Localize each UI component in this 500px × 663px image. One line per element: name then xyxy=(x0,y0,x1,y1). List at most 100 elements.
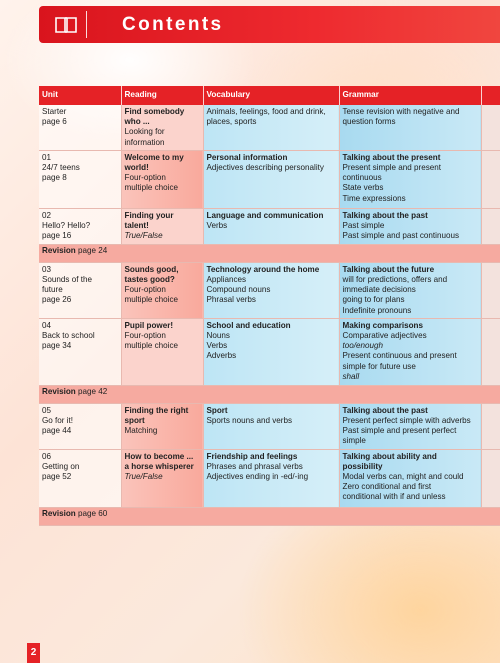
grammar-item: immediate decisions xyxy=(342,285,416,295)
grammar-heading: Talking about the future xyxy=(342,264,435,274)
page-number: 2 xyxy=(27,643,40,663)
grammar-cell: Talking about ability and possibility Mo… xyxy=(339,449,482,508)
reading-title: talent! xyxy=(124,221,149,231)
page-title: Contents xyxy=(122,14,224,35)
grammar-cell: Talking about the future will for predic… xyxy=(339,262,482,319)
reading-task: Matching xyxy=(124,426,158,436)
unit-page: page 44 xyxy=(42,426,72,436)
vocab-item: Adjectives describing personality xyxy=(206,163,324,173)
unit-number: 05 xyxy=(42,405,52,415)
unit-number: 02 xyxy=(42,210,52,220)
revision-row: Revision page 24 xyxy=(39,244,500,263)
table-row: 06 Getting on page 52 How to become ... … xyxy=(39,449,500,508)
reading-title: tastes good? xyxy=(124,275,175,285)
reading-cell: How to become ... a horse whisperer True… xyxy=(121,449,204,508)
grammar-item: question forms xyxy=(342,117,396,127)
grammar-heading: Talking about ability and xyxy=(342,451,437,461)
reading-title: Pupil power! xyxy=(124,320,174,330)
vocab-item: Animals, feelings, food and drink, xyxy=(206,107,326,116)
reading-title: How to become ... xyxy=(124,451,194,461)
unit-page: page 8 xyxy=(42,173,67,183)
grammar-heading: Talking about the past xyxy=(342,210,428,220)
grammar-heading: Talking about the present xyxy=(342,152,441,162)
grammar-item: State verbs xyxy=(342,183,384,193)
unit-cell: 03 Sounds of the future page 26 xyxy=(39,262,122,319)
revision-label: Revision xyxy=(42,245,76,255)
reading-cell: Finding the right sport Matching xyxy=(121,403,204,450)
revision-page: page 60 xyxy=(78,508,108,518)
grammar-heading: possibility xyxy=(342,461,383,471)
vocab-item: Verbs xyxy=(206,341,228,351)
grammar-item: conditional with if and unless xyxy=(342,492,446,502)
reading-title: world! xyxy=(124,163,149,173)
reading-task: True/False xyxy=(124,231,163,241)
grammar-item: Modal verbs can, might and could xyxy=(342,472,464,482)
vocabulary-cell: Technology around the home Appliances Co… xyxy=(203,262,340,319)
column-header-unit: Unit xyxy=(39,86,122,105)
column-header-reading: Reading xyxy=(121,86,204,105)
grammar-item: shall xyxy=(342,371,360,381)
vocab-item: Adverbs xyxy=(206,351,237,361)
column-header-vocabulary: Vocabulary xyxy=(203,86,340,105)
vocab-item: Nouns xyxy=(206,331,230,341)
grammar-cell: Making comparisons Comparative adjective… xyxy=(339,318,482,386)
book-icon-box xyxy=(48,11,87,38)
vocab-heading: Technology around the home xyxy=(206,264,320,274)
vocab-item: Appliances xyxy=(206,275,247,285)
vocab-heading: Friendship and feelings xyxy=(206,451,298,461)
reading-cell: Sounds good, tastes good? Four-option mu… xyxy=(121,262,204,319)
grammar-cell: Talking about the past Present perfect s… xyxy=(339,403,482,450)
grammar-item: Comparative adjectives xyxy=(342,331,427,341)
unit-cell: 01 24/7 teens page 8 xyxy=(39,150,122,209)
revision-row: Revision page 42 xyxy=(39,385,500,404)
unit-title: Hello? Hello? xyxy=(42,221,91,231)
unit-title: future xyxy=(42,285,63,295)
unit-title: Back to school xyxy=(42,331,95,341)
column-header-grammar: Grammar xyxy=(339,86,482,105)
vocabulary-cell: Language and communication Verbs xyxy=(203,208,340,245)
reading-title: Welcome to my xyxy=(124,152,184,162)
vocab-heading: Personal information xyxy=(206,152,288,162)
revision-label: Revision xyxy=(42,508,76,518)
reading-title: Sounds good, xyxy=(124,264,179,274)
reading-task: Looking for xyxy=(124,127,165,137)
reading-task: Four-option xyxy=(124,331,166,341)
grammar-item: Past simple xyxy=(342,221,385,231)
reading-title: Finding the right xyxy=(124,405,189,415)
grammar-cell: Tense revision with negative and questio… xyxy=(339,105,482,151)
reading-cell: Finding your talent! True/False xyxy=(121,208,204,245)
table-row: 04 Back to school page 34 Pupil power! F… xyxy=(39,318,500,386)
vocabulary-cell: Personal information Adjectives describi… xyxy=(203,150,340,209)
grammar-item: will for predictions, offers and xyxy=(342,275,448,285)
revision-row: Revision page 60 xyxy=(39,507,500,526)
grammar-item: too/enough xyxy=(342,341,384,351)
revision-page: page 24 xyxy=(78,245,108,255)
reading-cell: Welcome to my world! Four-option multipl… xyxy=(121,150,204,209)
grammar-item: going to for plans xyxy=(342,295,405,305)
unit-page: page 26 xyxy=(42,295,72,305)
reading-title: sport xyxy=(124,416,145,426)
vocabulary-cell: Sport Sports nouns and verbs xyxy=(203,403,340,450)
reading-title: Finding your xyxy=(124,210,174,220)
unit-title: Sounds of the xyxy=(42,275,92,285)
unit-number: 04 xyxy=(42,320,52,330)
grammar-heading: Talking about the past xyxy=(342,405,428,415)
reading-task: information xyxy=(124,137,165,147)
vocab-item: Phrases and phrasal verbs xyxy=(206,461,303,471)
grammar-cell: Talking about the past Past simple Past … xyxy=(339,208,482,245)
unit-cell: 06 Getting on page 52 xyxy=(39,449,122,508)
reading-task: multiple choice xyxy=(124,341,179,351)
contents-header: Contents xyxy=(39,6,500,43)
table-row: 03 Sounds of the future page 26 Sounds g… xyxy=(39,262,500,319)
unit-title: Starter xyxy=(42,107,67,116)
grammar-item: Zero conditional and first xyxy=(342,482,432,492)
unit-cell: 04 Back to school page 34 xyxy=(39,318,122,386)
unit-cell: 02 Hello? Hello? page 16 xyxy=(39,208,122,245)
grammar-heading: Making comparisons xyxy=(342,320,424,330)
reading-task: multiple choice xyxy=(124,183,179,193)
vocab-item: Verbs xyxy=(206,221,228,231)
unit-page: page 6 xyxy=(42,117,67,127)
table-row: Starter page 6 Find somebody who ... Loo… xyxy=(39,105,500,151)
unit-page: page 52 xyxy=(42,472,72,482)
vocabulary-cell: Friendship and feelings Phrases and phra… xyxy=(203,449,340,508)
